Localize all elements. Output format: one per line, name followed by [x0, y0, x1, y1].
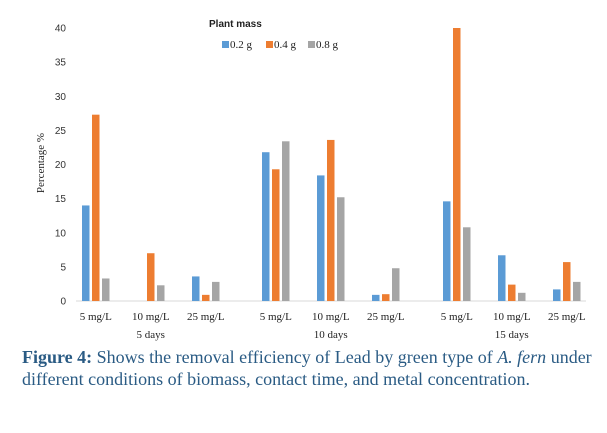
bar [92, 114, 100, 302]
y-tick-label: 40 [55, 24, 67, 35]
bar [563, 262, 571, 301]
category-label: 25 mg/L [548, 311, 586, 323]
bar [262, 152, 270, 301]
legend-swatch [266, 41, 273, 48]
category-label: 5 mg/L [441, 311, 473, 323]
bar [202, 294, 210, 301]
bar [272, 169, 280, 301]
y-tick-label: 30 [55, 92, 67, 103]
group-label: 5 days [137, 329, 165, 341]
caption-text: Shows the removal efficiency of Lead by … [92, 347, 498, 367]
bar [463, 227, 471, 301]
y-axis-label: Percentage % [35, 133, 47, 193]
y-tick-label: 25 [55, 126, 67, 137]
y-tick-label: 5 [60, 262, 66, 273]
bar [282, 141, 290, 301]
category-label: 10 mg/L [493, 311, 531, 323]
legend: 0.2 g 0.4 g 0.8 g [222, 39, 339, 51]
legend-swatch [308, 41, 315, 48]
figure-caption: Figure 4: Shows the removal efficiency o… [22, 346, 594, 390]
bar [573, 281, 581, 301]
caption-species: A. fern [497, 347, 547, 367]
category-label: 5 mg/L [260, 311, 292, 323]
bar [82, 205, 90, 301]
bar [337, 197, 345, 301]
category-label: 25 mg/L [187, 311, 225, 323]
legend-swatch [222, 41, 229, 48]
bar [453, 28, 461, 301]
category-label: 10 mg/L [312, 311, 350, 323]
y-tick-label: 10 [55, 228, 67, 239]
category-labels: 5 mg/L 10 mg/L 25 mg/L 5 mg/L 10 mg/L 25 mg/L… [80, 311, 586, 323]
bar [392, 268, 400, 301]
bar [553, 289, 561, 301]
bars [82, 28, 581, 302]
bar [212, 281, 220, 301]
category-label: 25 mg/L [367, 311, 405, 323]
y-tick-label: 20 [55, 160, 67, 171]
category-label: 5 mg/L [80, 311, 112, 323]
bar [498, 255, 506, 301]
bar [518, 292, 526, 301]
legend-label: 0.4 g [274, 39, 297, 51]
y-axis-ticks: 0 5 10 15 20 25 30 35 40 [55, 24, 67, 308]
category-label: 10 mg/L [132, 311, 170, 323]
y-tick-label: 35 [55, 58, 67, 69]
bar [327, 139, 335, 301]
y-tick-label: 0 [60, 297, 66, 308]
caption-lead: Figure 4: [22, 347, 93, 367]
bar [372, 294, 380, 301]
bar [157, 285, 165, 301]
legend-label: 0.8 g [316, 39, 339, 51]
bar [317, 175, 325, 301]
group-label: 15 days [495, 329, 529, 341]
group-labels: 5 days 10 days 15 days [137, 329, 529, 341]
bar [147, 253, 155, 301]
caption-rest: under different conditions of biomass, c… [22, 347, 592, 389]
legend-title: Plant mass [209, 19, 262, 30]
bar [508, 284, 516, 301]
legend-label: 0.2 g [230, 39, 253, 51]
bar [382, 294, 390, 301]
group-label: 10 days [314, 329, 348, 341]
bar [102, 278, 110, 301]
bar [443, 201, 451, 301]
y-tick-label: 15 [55, 194, 67, 205]
bar [192, 276, 200, 301]
